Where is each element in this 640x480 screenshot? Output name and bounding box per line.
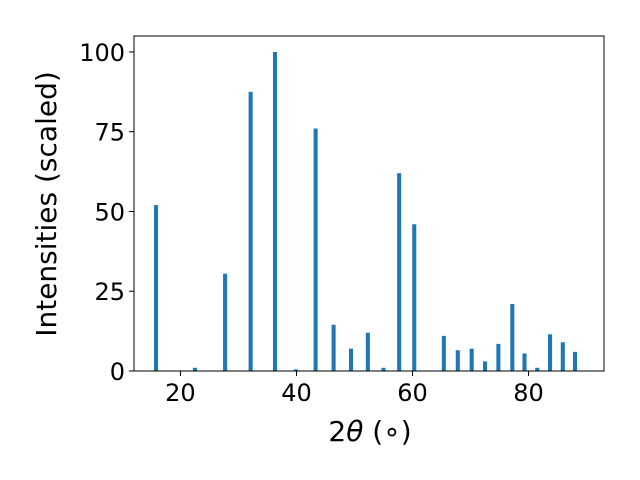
x-axis-label: 2θ (∘) <box>328 415 411 448</box>
bar <box>572 351 578 371</box>
x-axis-label-unit: (∘) <box>363 415 411 448</box>
bar <box>313 128 318 371</box>
bar <box>248 91 253 371</box>
bar <box>560 342 565 371</box>
y-ticks: 0 25 50 75 100 <box>79 39 134 386</box>
bar <box>455 350 460 371</box>
bar <box>535 367 540 371</box>
bar <box>496 343 501 371</box>
y-tick-label: 75 <box>94 119 125 147</box>
bars-group <box>154 51 578 371</box>
x-tick-label: 60 <box>397 379 428 407</box>
bar <box>365 332 370 371</box>
y-tick-label: 0 <box>110 358 125 386</box>
x-ticks: 20 40 60 80 <box>165 371 544 407</box>
x-tick-label: 40 <box>281 379 312 407</box>
y-axis-label: Intensities (scaled) <box>30 71 63 337</box>
bar <box>192 367 197 371</box>
bar <box>469 348 474 371</box>
bar <box>223 273 228 371</box>
bar <box>483 361 488 371</box>
x-axis-label-main: 2 <box>328 415 346 448</box>
bar <box>348 348 354 371</box>
x-axis-label-symbol: θ <box>346 415 363 448</box>
bar <box>522 353 527 371</box>
bar <box>412 224 417 371</box>
bar <box>331 324 336 371</box>
y-tick-label: 25 <box>94 278 125 306</box>
x-tick-label: 80 <box>513 379 544 407</box>
bar <box>510 304 515 371</box>
y-tick-label: 100 <box>79 39 125 67</box>
bar <box>441 335 446 371</box>
bar <box>548 334 553 371</box>
plot-frame <box>133 35 605 372</box>
y-tick-label: 50 <box>94 198 125 226</box>
bar <box>381 367 386 371</box>
bar <box>154 205 159 371</box>
bar <box>272 51 278 371</box>
bar <box>293 369 298 371</box>
bar <box>397 173 402 371</box>
x-tick-label: 20 <box>165 379 196 407</box>
